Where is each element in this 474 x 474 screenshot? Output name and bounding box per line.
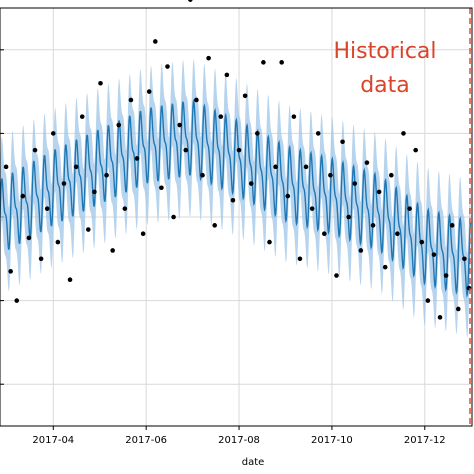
observation-point [425,298,431,303]
observation-point [159,185,164,191]
observation-point [224,72,230,78]
observation-point [98,80,103,86]
observation-point [50,131,56,136]
observation-point [153,39,158,44]
observation-point [315,131,321,136]
observation-point [303,164,309,170]
observation-point [8,269,13,274]
x-tick-label: 2017-10 [311,435,353,446]
observation-point [419,239,425,245]
forecast-line [0,98,472,298]
observation-point [230,197,236,203]
observation-point [55,239,61,245]
observation-point [3,164,9,170]
observation-point [273,164,278,170]
observation-point [26,235,32,241]
x-axis: 2017-04 2017-06 2017-08 2017-10 2017-12 [32,426,446,446]
observation-point [171,214,176,220]
observation-point [200,172,205,178]
observation-point [455,306,461,312]
observation-point [309,206,315,211]
observation-point [267,239,272,245]
observation-point [92,189,97,195]
observation-point [236,147,242,153]
observation-point [328,172,333,178]
observation-point [352,181,358,186]
x-tick-label: 2017-08 [218,435,260,446]
observation-point [165,64,170,69]
observation-point [67,277,73,283]
observation-point [116,122,122,128]
observation-point [134,156,140,161]
observation-point [449,223,455,228]
observation-point [32,147,38,153]
observation-point [437,315,443,320]
observation-point [376,189,382,195]
observation-point [146,89,152,94]
observation-point [44,206,50,211]
observation-point [443,273,449,278]
observation-point [334,273,339,278]
observation-point [177,122,182,128]
observation-point [431,252,437,257]
observation-point [462,256,467,262]
observation-point [340,139,345,145]
observation-point [248,181,254,186]
observation-point [218,114,224,119]
observation-point [194,97,199,103]
x-axis-label: date [242,457,265,468]
x-tick-label: 2017-06 [125,435,167,446]
observation-point [322,231,327,237]
observation-point [407,206,412,211]
observation-point [140,231,146,237]
observation-point [188,0,193,2]
observation-point [206,55,211,61]
observation-point [110,248,115,253]
forecast-line-path [0,98,472,298]
observation-point [242,93,248,99]
observation-point [183,147,189,153]
observation-point [382,264,388,270]
x-tick-label: 2017-12 [404,435,446,446]
x-tick-label: 2017-04 [32,435,74,446]
observation-point [285,193,291,199]
observation-point [346,214,351,220]
observation-point [212,223,217,228]
observations [3,0,472,320]
observation-point [122,206,128,211]
observation-point [86,227,91,232]
observation-point [73,164,79,170]
observation-point [79,114,85,119]
annotation-data: data [360,73,410,98]
observation-point [61,181,67,186]
observation-point [104,172,109,178]
observation-point [14,298,20,303]
observation-point [401,131,406,136]
observation-point [395,231,400,237]
observation-point [291,114,297,119]
observation-point [370,223,376,228]
observation-point [261,60,266,65]
observation-point [279,60,284,65]
observation-point [128,97,134,103]
observation-point [255,131,260,136]
observation-point [358,248,364,253]
observation-point [297,256,303,262]
observation-point [20,193,26,199]
observation-point [413,147,418,153]
annotation-historical: Historical [333,39,436,64]
plot-frame [0,7,473,427]
observation-point [389,172,394,178]
observation-point [364,160,370,165]
observation-point [38,256,44,262]
